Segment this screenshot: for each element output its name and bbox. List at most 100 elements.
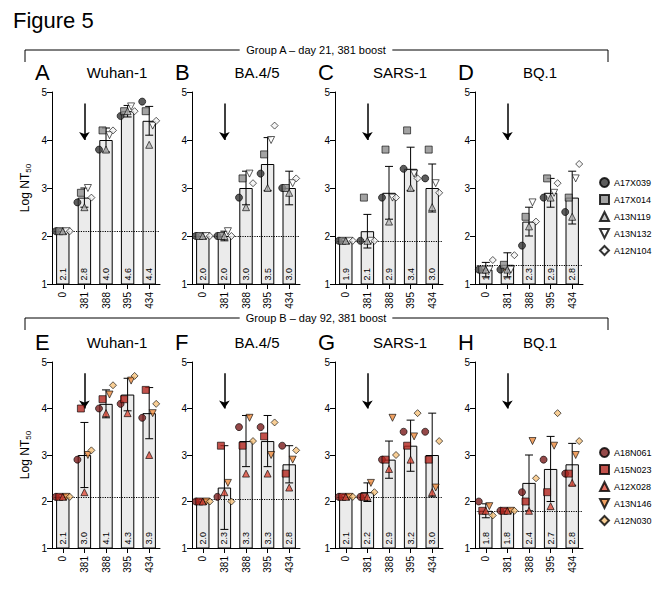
svg-text:E: E bbox=[35, 330, 50, 355]
svg-text:5: 5 bbox=[41, 87, 47, 98]
svg-text:3: 3 bbox=[324, 450, 330, 461]
svg-text:3.0: 3.0 bbox=[79, 532, 89, 545]
svg-text:3: 3 bbox=[464, 183, 470, 194]
svg-text:434: 434 bbox=[284, 556, 295, 573]
svg-text:1: 1 bbox=[181, 279, 187, 290]
svg-text:2: 2 bbox=[324, 496, 330, 507]
svg-text:2: 2 bbox=[324, 231, 330, 242]
svg-text:3.0: 3.0 bbox=[427, 532, 437, 545]
svg-text:1: 1 bbox=[41, 279, 47, 290]
svg-text:3: 3 bbox=[324, 183, 330, 194]
svg-text:2.1: 2.1 bbox=[58, 268, 68, 281]
svg-text:395: 395 bbox=[262, 556, 273, 573]
svg-text:1: 1 bbox=[464, 543, 470, 554]
svg-text:1: 1 bbox=[324, 543, 330, 554]
svg-text:388: 388 bbox=[241, 556, 252, 573]
svg-text:395: 395 bbox=[122, 292, 133, 309]
svg-text:381: 381 bbox=[219, 292, 230, 309]
svg-text:4: 4 bbox=[464, 403, 470, 414]
svg-text:A17X014: A17X014 bbox=[614, 195, 651, 205]
svg-text:4: 4 bbox=[324, 135, 330, 146]
svg-text:434: 434 bbox=[567, 292, 578, 309]
svg-text:5: 5 bbox=[41, 357, 47, 368]
svg-text:2.9: 2.9 bbox=[384, 532, 394, 545]
svg-text:4.1: 4.1 bbox=[101, 532, 111, 545]
svg-text:4: 4 bbox=[464, 135, 470, 146]
svg-text:2.8: 2.8 bbox=[567, 268, 577, 281]
svg-text:50: 50 bbox=[24, 163, 33, 172]
svg-text:Wuhan-1: Wuhan-1 bbox=[87, 64, 148, 81]
svg-text:388: 388 bbox=[101, 556, 112, 573]
svg-text:434: 434 bbox=[284, 292, 295, 309]
svg-text:BQ.1: BQ.1 bbox=[523, 334, 557, 351]
svg-text:0: 0 bbox=[57, 292, 68, 298]
svg-text:2.0: 2.0 bbox=[198, 532, 208, 545]
svg-text:388: 388 bbox=[384, 556, 395, 573]
svg-text:50: 50 bbox=[24, 430, 33, 439]
svg-text:0: 0 bbox=[197, 556, 208, 562]
svg-text:4: 4 bbox=[324, 403, 330, 414]
svg-text:SARS-1: SARS-1 bbox=[373, 334, 427, 351]
svg-text:A12N030: A12N030 bbox=[614, 516, 652, 526]
svg-text:3: 3 bbox=[181, 183, 187, 194]
svg-text:395: 395 bbox=[405, 292, 416, 309]
svg-text:434: 434 bbox=[144, 556, 155, 573]
svg-text:4: 4 bbox=[41, 403, 47, 414]
svg-text:2.1: 2.1 bbox=[58, 532, 68, 545]
svg-text:388: 388 bbox=[524, 556, 535, 573]
svg-text:3: 3 bbox=[41, 450, 47, 461]
svg-text:3.0: 3.0 bbox=[284, 268, 294, 281]
svg-text:3.2: 3.2 bbox=[406, 532, 416, 545]
svg-text:381: 381 bbox=[502, 292, 513, 309]
svg-text:A13N119: A13N119 bbox=[614, 212, 651, 222]
svg-text:2.3: 2.3 bbox=[219, 532, 229, 545]
svg-text:2.8: 2.8 bbox=[284, 532, 294, 545]
svg-text:4: 4 bbox=[181, 135, 187, 146]
svg-text:3.3: 3.3 bbox=[263, 532, 273, 545]
svg-text:0: 0 bbox=[480, 292, 491, 298]
svg-text:434: 434 bbox=[427, 292, 438, 309]
svg-text:2.0: 2.0 bbox=[219, 268, 229, 281]
svg-text:2: 2 bbox=[464, 231, 470, 242]
svg-text:Log NT: Log NT bbox=[18, 172, 32, 212]
svg-text:D: D bbox=[458, 60, 474, 85]
svg-text:3.0: 3.0 bbox=[427, 268, 437, 281]
svg-text:1.9: 1.9 bbox=[341, 268, 351, 281]
svg-text:5: 5 bbox=[181, 87, 187, 98]
svg-text:2: 2 bbox=[41, 496, 47, 507]
svg-text:5: 5 bbox=[464, 357, 470, 368]
svg-text:Log NT: Log NT bbox=[18, 439, 32, 479]
svg-text:3.0: 3.0 bbox=[241, 268, 251, 281]
svg-text:2: 2 bbox=[181, 496, 187, 507]
svg-text:2: 2 bbox=[41, 231, 47, 242]
svg-text:2.4: 2.4 bbox=[524, 532, 534, 545]
svg-text:381: 381 bbox=[362, 292, 373, 309]
svg-text:1: 1 bbox=[464, 279, 470, 290]
svg-text:4.3: 4.3 bbox=[123, 532, 133, 545]
svg-text:1: 1 bbox=[41, 543, 47, 554]
svg-text:388: 388 bbox=[101, 292, 112, 309]
svg-text:1.8: 1.8 bbox=[481, 532, 491, 545]
svg-text:SARS-1: SARS-1 bbox=[373, 64, 427, 81]
svg-text:Figure 5: Figure 5 bbox=[13, 8, 94, 33]
svg-text:4: 4 bbox=[181, 403, 187, 414]
svg-text:B: B bbox=[175, 60, 190, 85]
svg-text:F: F bbox=[175, 330, 188, 355]
svg-text:C: C bbox=[318, 60, 334, 85]
svg-text:4.6: 4.6 bbox=[123, 268, 133, 281]
svg-text:A12N104: A12N104 bbox=[614, 246, 652, 256]
svg-text:1.8: 1.8 bbox=[502, 532, 512, 545]
svg-text:381: 381 bbox=[219, 556, 230, 573]
svg-text:A12X028: A12X028 bbox=[614, 482, 651, 492]
svg-text:5: 5 bbox=[181, 357, 187, 368]
svg-text:3.4: 3.4 bbox=[406, 268, 416, 281]
svg-text:2.9: 2.9 bbox=[384, 268, 394, 281]
svg-text:3: 3 bbox=[181, 450, 187, 461]
svg-text:2.1: 2.1 bbox=[341, 532, 351, 545]
svg-text:1: 1 bbox=[181, 543, 187, 554]
svg-text:395: 395 bbox=[262, 292, 273, 309]
svg-text:2.7: 2.7 bbox=[546, 532, 556, 545]
svg-text:2.8: 2.8 bbox=[79, 268, 89, 281]
svg-text:2.9: 2.9 bbox=[546, 268, 556, 281]
svg-text:395: 395 bbox=[545, 556, 556, 573]
